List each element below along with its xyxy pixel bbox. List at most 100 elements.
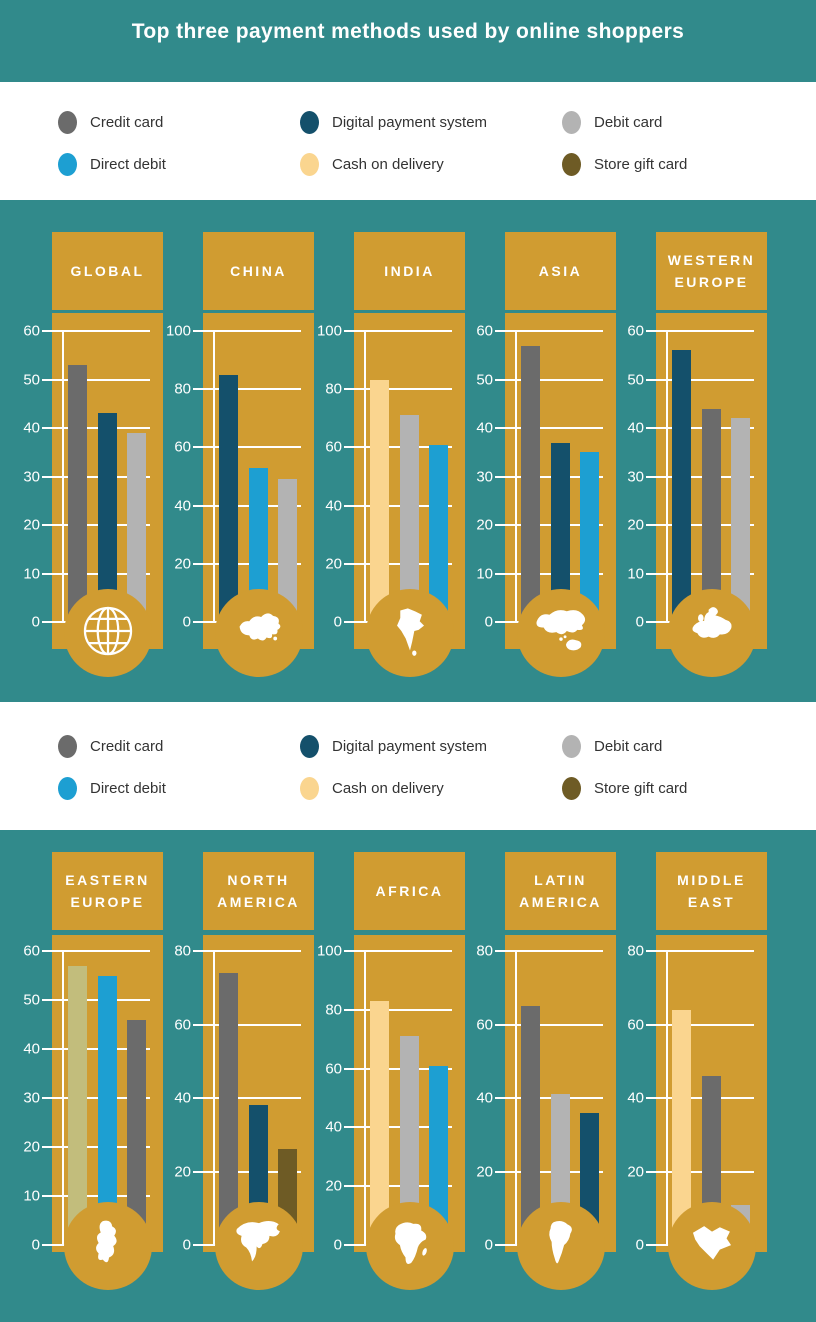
tick-label-0: 0 xyxy=(182,613,191,631)
credit-card-swatch-icon xyxy=(58,735,77,758)
gridline-50 xyxy=(666,378,754,381)
tick-label-0: 0 xyxy=(484,613,493,631)
bar-western-europe-credit-card xyxy=(702,408,721,649)
tick-mark-20 xyxy=(42,524,66,526)
tick-label-60: 60 xyxy=(476,322,493,340)
tick-label-60: 60 xyxy=(476,1016,493,1033)
tick-mark-40 xyxy=(193,504,217,507)
legend-label: Digital payment system xyxy=(332,738,488,755)
tick-mark-0 xyxy=(646,1244,670,1246)
tick-label-20: 20 xyxy=(23,516,40,534)
chart-western-europe: WESTERN EUROPE 60 50 40 30 20 10 0 xyxy=(627,232,767,677)
middle-east-map-icon xyxy=(683,1216,741,1277)
gridline-60 xyxy=(213,446,301,449)
debit-card-swatch-icon xyxy=(562,735,581,758)
chart-latin-america: LATIN AMERICA 80 60 40 20 0 xyxy=(476,852,616,1290)
chart-china: CHINA 100 80 60 40 20 0 xyxy=(166,232,314,677)
bar-africa-direct-debit xyxy=(429,1065,448,1252)
bar-north-america-credit-card xyxy=(219,973,238,1252)
tick-mark-40 xyxy=(344,1126,368,1129)
tick-mark-20 xyxy=(646,1170,670,1173)
tick-mark-40 xyxy=(193,1097,217,1099)
legend-item-digital-payment-system: Digital payment system xyxy=(300,111,562,134)
tick-label-30: 30 xyxy=(476,468,493,485)
legend-label: Store gift card xyxy=(594,780,688,797)
tick-mark-20 xyxy=(344,1185,368,1188)
tick-mark-0 xyxy=(344,621,368,623)
tick-label-30: 30 xyxy=(23,1089,40,1107)
tick-label-50: 50 xyxy=(627,371,644,388)
bar-asia-credit-card xyxy=(521,345,540,649)
legend-label: Debit card xyxy=(594,738,663,755)
gridline-100 xyxy=(213,330,301,332)
tick-label-0: 0 xyxy=(31,613,40,631)
gridline-50 xyxy=(515,378,603,381)
legend-grid-bottom: Credit card Digital payment system Debit c… xyxy=(58,735,816,800)
tick-label-30: 30 xyxy=(627,468,644,485)
legend-item-digital-payment-system: Digital payment system xyxy=(300,735,562,758)
bar-middle-east-cash-on-delivery xyxy=(672,1009,691,1252)
chart-panel-western-europe: 60 50 40 30 20 10 0 xyxy=(627,313,767,677)
region-badge-africa xyxy=(365,1202,454,1290)
chart-panel-india: 100 80 60 40 20 0 xyxy=(317,313,465,677)
tick-mark-10 xyxy=(42,572,66,575)
tick-mark-20 xyxy=(495,1170,519,1173)
legend-label: Store gift card xyxy=(594,156,688,173)
gridline-80 xyxy=(364,1008,452,1011)
chart-title-india: INDIA xyxy=(354,232,465,310)
legend-label: Debit card xyxy=(594,114,663,131)
gridline-60 xyxy=(666,1023,754,1026)
tick-mark-30 xyxy=(495,475,519,478)
digital-payment-system-swatch-icon xyxy=(300,111,319,134)
tick-mark-80 xyxy=(193,950,217,952)
tick-label-0: 0 xyxy=(635,1236,644,1254)
bar-eastern-europe-unlabeled xyxy=(68,965,87,1252)
store-gift-card-swatch-icon xyxy=(562,777,581,800)
gridline-40 xyxy=(515,427,603,429)
tick-label-40: 40 xyxy=(627,1089,644,1107)
region-badge-global xyxy=(63,589,152,677)
tick-mark-100 xyxy=(193,330,217,332)
gridline-50 xyxy=(62,378,150,381)
bar-china-digital-payment-system xyxy=(219,374,238,649)
tick-mark-60 xyxy=(646,1023,670,1026)
tick-label-80: 80 xyxy=(476,942,493,960)
legend-label: Digital payment system xyxy=(332,114,488,131)
north-america-map-icon xyxy=(228,1215,290,1278)
legend-item-store-gift-card: Store gift card xyxy=(562,153,816,176)
tick-mark-80 xyxy=(344,388,368,391)
chart-panel-africa: 100 80 60 40 20 0 xyxy=(317,935,465,1290)
chart-title-north-america: NORTH AMERICA xyxy=(203,852,314,930)
tick-mark-0 xyxy=(193,1244,217,1246)
gridline-40 xyxy=(213,1097,301,1099)
tick-label-100: 100 xyxy=(316,942,342,960)
credit-card-swatch-icon xyxy=(58,111,77,134)
legend-grid-top: Credit card Digital payment system Debit c… xyxy=(58,111,816,176)
legend-item-direct-debit: Direct debit xyxy=(58,153,300,176)
chart-africa: AFRICA 100 80 60 40 20 0 xyxy=(317,852,465,1290)
tick-mark-100 xyxy=(344,950,368,952)
gridline-60 xyxy=(515,330,603,332)
tick-mark-40 xyxy=(344,504,368,507)
eastern-europe-map-icon xyxy=(82,1213,134,1280)
legend-item-store-gift-card: Store gift card xyxy=(562,777,816,800)
legend-item-credit-card: Credit card xyxy=(58,735,300,758)
gridline-60 xyxy=(62,330,150,332)
tick-mark-0 xyxy=(495,621,519,623)
region-badge-western-europe xyxy=(667,589,756,677)
tick-label-60: 60 xyxy=(627,322,644,340)
digital-payment-system-swatch-icon xyxy=(300,735,319,758)
tick-mark-60 xyxy=(193,1023,217,1026)
gridline-80 xyxy=(364,388,452,391)
tick-mark-60 xyxy=(344,1067,368,1070)
globe-icon xyxy=(76,599,140,668)
region-badge-north-america xyxy=(214,1202,303,1290)
tick-mark-80 xyxy=(193,388,217,391)
tick-mark-20 xyxy=(495,524,519,526)
region-badge-china xyxy=(214,589,303,677)
tick-mark-30 xyxy=(42,475,66,478)
bar-africa-cash-on-delivery xyxy=(370,1000,389,1252)
chart-global: GLOBAL 60 50 40 30 20 10 0 xyxy=(23,232,163,677)
gridline-80 xyxy=(213,388,301,391)
legend-band-bottom: Credit card Digital payment system Debit c… xyxy=(0,702,816,830)
